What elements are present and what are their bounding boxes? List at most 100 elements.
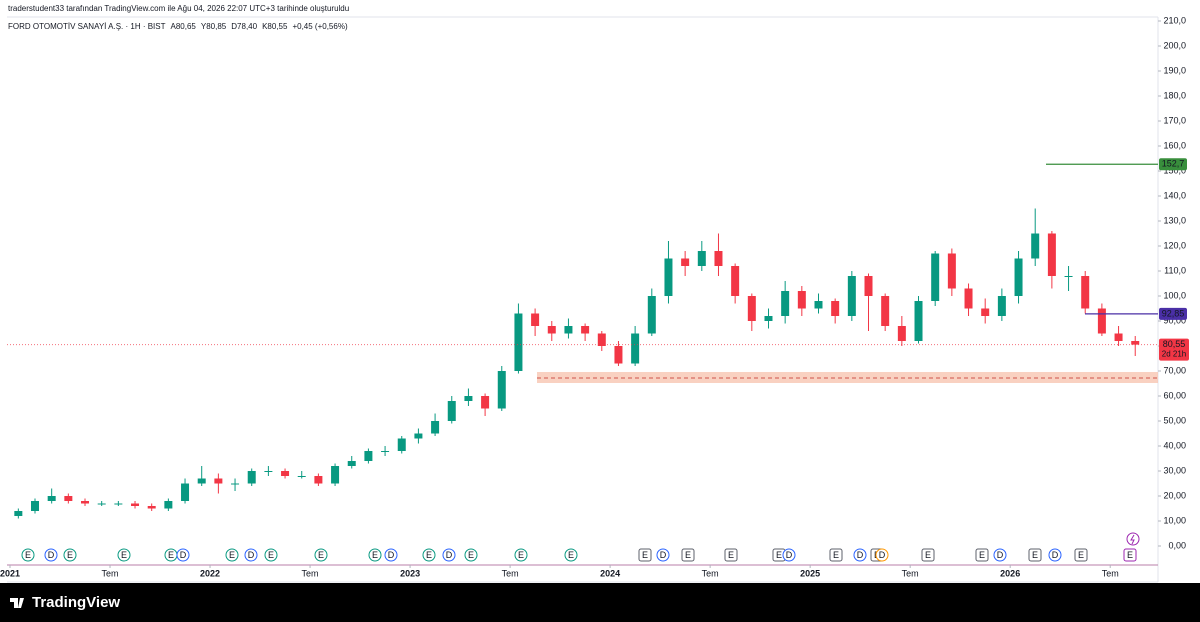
candle-body bbox=[564, 326, 573, 334]
x-tick-label: 2025 bbox=[800, 568, 820, 578]
candle-body bbox=[164, 501, 173, 509]
candle-body bbox=[231, 483, 240, 485]
y-tick-label: 170,0 bbox=[1163, 115, 1186, 125]
y-tick-label: 120,0 bbox=[1163, 240, 1186, 250]
y-tick-label: 60,00 bbox=[1163, 390, 1186, 400]
event-marker bbox=[514, 548, 528, 562]
event-marker bbox=[176, 548, 190, 562]
event-label[interactable]: E bbox=[426, 550, 432, 560]
event-label[interactable]: E bbox=[1078, 550, 1084, 560]
event-label[interactable]: E bbox=[372, 550, 378, 560]
event-label[interactable]: D bbox=[1052, 550, 1059, 560]
event-marker bbox=[921, 548, 935, 562]
event-marker bbox=[656, 548, 670, 562]
event-label[interactable]: D bbox=[48, 550, 55, 560]
event-label[interactable]: D bbox=[786, 550, 793, 560]
event-marker bbox=[853, 548, 867, 562]
candle-body bbox=[397, 438, 406, 451]
event-marker bbox=[1123, 548, 1137, 562]
event-label[interactable]: D bbox=[180, 550, 187, 560]
candle-body bbox=[181, 483, 190, 501]
candle-body bbox=[864, 276, 873, 296]
countdown: 2d 21h bbox=[1162, 350, 1186, 359]
event-marker bbox=[225, 548, 239, 562]
event-marker bbox=[875, 548, 889, 562]
event-label[interactable]: E bbox=[318, 550, 324, 560]
event-label[interactable]: D bbox=[879, 550, 886, 560]
event-label[interactable]: E bbox=[121, 550, 127, 560]
event-label[interactable]: E bbox=[979, 550, 985, 560]
event-label[interactable]: D bbox=[446, 550, 453, 560]
event-label[interactable]: D bbox=[997, 550, 1004, 560]
event-marker bbox=[442, 548, 456, 562]
candle-body bbox=[131, 503, 140, 506]
event-label[interactable]: E bbox=[1032, 550, 1038, 560]
event-marker bbox=[681, 548, 695, 562]
candle-body bbox=[581, 326, 590, 334]
x-tick-label: Tem bbox=[102, 568, 119, 578]
candle-body bbox=[331, 466, 340, 484]
candle-body bbox=[1031, 233, 1040, 259]
event-label[interactable]: E bbox=[833, 550, 839, 560]
event-label[interactable]: E bbox=[642, 550, 648, 560]
y-tick-label: 150,0 bbox=[1163, 165, 1186, 175]
event-label[interactable]: E bbox=[229, 550, 235, 560]
candle-body bbox=[97, 503, 106, 505]
candle-body bbox=[1014, 258, 1023, 296]
brand: TradingView bbox=[32, 594, 120, 611]
event-marker bbox=[1028, 548, 1042, 562]
y-tick-label: 0,00 bbox=[1168, 540, 1186, 550]
x-tick-label: 2026 bbox=[1000, 568, 1020, 578]
candle-body bbox=[697, 251, 706, 266]
candle-body bbox=[447, 401, 456, 421]
event-marker bbox=[21, 548, 35, 562]
candle-body bbox=[981, 308, 990, 316]
candle-body bbox=[914, 301, 923, 341]
candle-body bbox=[714, 251, 723, 266]
event-label[interactable]: D bbox=[388, 550, 395, 560]
candle-body bbox=[647, 296, 656, 334]
event-label[interactable]: E bbox=[268, 550, 274, 560]
candle-body bbox=[847, 276, 856, 316]
event-label[interactable]: E bbox=[168, 550, 174, 560]
event-label[interactable]: E bbox=[67, 550, 73, 560]
candle-body bbox=[14, 511, 23, 516]
legend-row: FORD OTOMOTİV SANAYİ A.Ş. · 1H · BIST A 80… bbox=[8, 22, 348, 31]
event-label[interactable]: E bbox=[728, 550, 734, 560]
event-label[interactable]: E bbox=[1127, 550, 1133, 560]
event-label[interactable]: E bbox=[468, 550, 474, 560]
event-label[interactable]: D bbox=[857, 550, 864, 560]
event-marker bbox=[638, 548, 652, 562]
event-label[interactable]: E bbox=[925, 550, 931, 560]
candle-body bbox=[831, 301, 840, 316]
price-tag bbox=[1159, 338, 1189, 361]
alert-icon[interactable] bbox=[1126, 532, 1140, 546]
candle-body bbox=[1114, 333, 1123, 341]
ohlc-key: Y bbox=[201, 22, 207, 31]
event-marker bbox=[314, 548, 328, 562]
candle-body bbox=[314, 476, 323, 484]
event-label[interactable]: E bbox=[25, 550, 31, 560]
candle-body bbox=[731, 266, 740, 296]
x-tick-label: 2024 bbox=[600, 568, 620, 578]
event-label[interactable]: E bbox=[568, 550, 574, 560]
event-label[interactable]: E bbox=[776, 550, 782, 560]
ohlc-value: 80,65 bbox=[176, 22, 197, 31]
x-tick-label: Tem bbox=[902, 568, 919, 578]
event-label[interactable]: D bbox=[660, 550, 667, 560]
event-label[interactable]: D bbox=[248, 550, 255, 560]
candle-body bbox=[297, 476, 306, 477]
attribution: traderstudent33 tarafından TradingView.c… bbox=[8, 4, 349, 13]
candle-body bbox=[114, 503, 123, 505]
x-tick-label: 2021 bbox=[0, 568, 20, 578]
candle-body bbox=[531, 313, 540, 326]
candle-body bbox=[214, 478, 223, 484]
event-label[interactable]: E bbox=[685, 550, 691, 560]
y-tick-label: 110,0 bbox=[1164, 265, 1186, 275]
candle-body bbox=[47, 496, 56, 501]
candle-body bbox=[614, 346, 623, 364]
event-label[interactable]: E bbox=[518, 550, 524, 560]
ohlc-key: K bbox=[262, 22, 268, 31]
event-marker bbox=[422, 548, 436, 562]
